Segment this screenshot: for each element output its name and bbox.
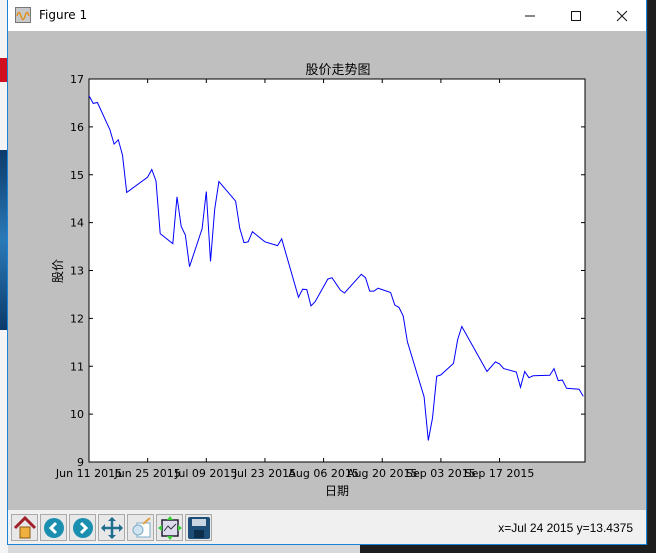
window-title: Figure 1 bbox=[39, 8, 88, 22]
y-tick-label: 9 bbox=[77, 456, 84, 469]
floppy-disk-icon bbox=[187, 516, 210, 539]
price-series-line bbox=[88, 95, 584, 441]
arrow-right-icon bbox=[72, 517, 93, 538]
x-axis-label: 日期 bbox=[325, 484, 349, 498]
forward-button[interactable] bbox=[69, 514, 96, 541]
subplots-config-icon bbox=[157, 515, 182, 540]
zoom-button[interactable] bbox=[127, 514, 154, 541]
zoom-rect-icon bbox=[132, 516, 151, 537]
x-tick-label: Aug 06 2015 bbox=[288, 467, 358, 480]
background-desktop-left bbox=[0, 0, 8, 553]
back-button[interactable] bbox=[40, 514, 67, 541]
y-axis-label: 股价 bbox=[51, 259, 65, 283]
pan-button[interactable] bbox=[98, 514, 125, 541]
y-tick-label: 14 bbox=[70, 217, 84, 230]
close-button[interactable] bbox=[599, 0, 645, 31]
y-tick-label: 13 bbox=[70, 265, 84, 278]
maximize-icon bbox=[571, 10, 581, 21]
chart-title: 股价走势图 bbox=[305, 62, 370, 78]
x-tick-label: Jun 11 2015 bbox=[55, 467, 122, 480]
y-tick-label: 15 bbox=[70, 169, 84, 182]
y-tick-label: 12 bbox=[70, 312, 84, 325]
minimize-button[interactable] bbox=[507, 0, 553, 31]
y-tick-label: 11 bbox=[70, 360, 84, 373]
x-tick-label: Sep 17 2015 bbox=[465, 467, 535, 480]
navigation-toolbar: x=Jul 24 2015 y=13.4375 bbox=[8, 510, 646, 544]
figure-canvas[interactable]: 股价走势图 9 10 11 12 13 14 15 16 17 Jun 11 2015 Jun 25… bbox=[8, 31, 646, 510]
minimize-icon bbox=[525, 15, 535, 16]
subplots-button[interactable] bbox=[156, 514, 183, 541]
home-icon bbox=[13, 515, 36, 538]
title-bar[interactable]: Figure 1 bbox=[8, 0, 646, 31]
y-tick-label: 10 bbox=[70, 408, 84, 421]
x-tick-label: Jul 23 2015 bbox=[233, 467, 296, 480]
move-arrows-icon bbox=[100, 516, 123, 539]
background-desktop-bottom bbox=[8, 545, 648, 553]
cursor-coordinates-status: x=Jul 24 2015 y=13.4375 bbox=[498, 521, 633, 535]
background-desktop-right bbox=[648, 0, 656, 553]
x-tick-label: Aug 20 2015 bbox=[347, 467, 417, 480]
x-tick-label: Jul 09 2015 bbox=[174, 467, 237, 480]
y-tick-label: 17 bbox=[70, 73, 84, 86]
plot-area bbox=[88, 78, 586, 463]
home-button[interactable] bbox=[11, 514, 38, 541]
save-button[interactable] bbox=[185, 514, 212, 541]
close-icon bbox=[616, 10, 628, 21]
maximize-button[interactable] bbox=[553, 0, 599, 31]
arrow-left-icon bbox=[43, 517, 64, 538]
x-tick-label: Sep 03 2015 bbox=[406, 467, 476, 480]
figure-window: Figure 1 股价走势图 9 10 11 12 13 14 15 16 17 Jun 11 2… bbox=[7, 0, 647, 545]
matplotlib-app-icon bbox=[15, 7, 31, 23]
x-tick-label: Jun 25 2015 bbox=[114, 467, 181, 480]
y-tick-label: 16 bbox=[70, 121, 84, 134]
